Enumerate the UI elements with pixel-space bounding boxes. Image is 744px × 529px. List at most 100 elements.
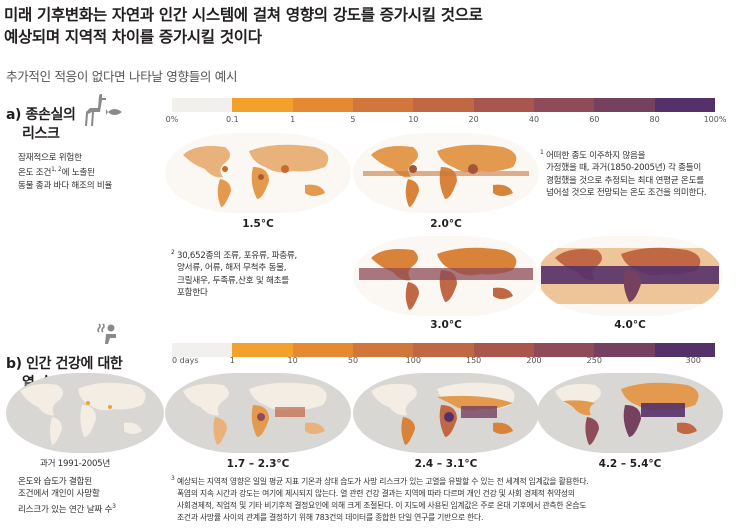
map-label: 1.5°C — [242, 218, 274, 230]
colorbar-a-segment — [654, 98, 715, 112]
footnote-line: 폭염의 지속 시간과 강도는 여기에 제시되지 않는다. 열 관련 건강 결과는… — [177, 489, 575, 498]
map-label: 1.7 – 2.3°C — [226, 458, 290, 470]
colorbar-a-segment — [292, 98, 353, 112]
colorbar-a-segment — [594, 98, 655, 112]
map-heat-2-4-3-1c — [353, 373, 539, 453]
colorbar-tick: 0% — [165, 115, 179, 124]
colorbar-tick: 150 — [465, 356, 482, 365]
footnote-ref: 1, 2 — [51, 166, 62, 174]
map-heat-1-7-2-3c — [165, 373, 351, 453]
map-heat-4-2-5-4c — [537, 373, 723, 453]
page-title: 미래 기후변화는 자연과 인간 시스템에 걸쳐 영향의 강도를 증가시킬 것으로… — [4, 4, 483, 48]
colorbar-b-segment — [292, 343, 353, 357]
footnote-3: 3 예상되는 지역적 영향은 일일 평균 지표 기온과 상대 습도가 사망 리스… — [171, 475, 738, 524]
colorbar-tick: 20 — [468, 115, 479, 124]
colorbar-a-segment — [172, 98, 233, 112]
footnote-2: 2 30,652종의 조류, 포유류, 파충류, 양서류, 어류, 해저 무척추… — [171, 249, 348, 300]
colorbar-b-segment — [413, 343, 474, 357]
footnote-line: 크릴새우, 두족류,산호 및 해초를 — [177, 275, 289, 286]
past-period-label: 과거 1991-2005년 — [40, 459, 111, 469]
giraffe-icon — [84, 92, 124, 128]
colorbar-b-segment — [594, 343, 655, 357]
colorbar-tick: 200 — [526, 356, 542, 365]
colorbar-tick: 250 — [586, 356, 602, 365]
section-a-description: 잠재적으로 위험한 온도 조건1, 2에 노출된 동물 종과 바다 해조의 비율 — [18, 152, 178, 192]
colorbar-tick: 5 — [350, 115, 356, 124]
footnote-line: 양서류, 어류, 해저 무척추 동물, — [177, 263, 287, 274]
colorbar-b-segment — [232, 343, 293, 357]
map-graphic — [353, 133, 539, 213]
colorbar-tick: 60 — [589, 115, 600, 124]
section-b-desc-line-1: 온도와 습도가 결합된 — [18, 477, 92, 487]
section-a-desc-line-1: 잠재적으로 위험한 — [18, 153, 82, 163]
colorbar-b-ticks: 0 days 1 10 50 100 150 200 250 300 — [172, 356, 715, 368]
desc-text: 에 노출된 — [61, 168, 95, 179]
map-graphic — [537, 236, 723, 316]
title-line-1: 미래 기후변화는 자연과 인간 시스템에 걸쳐 영향의 강도를 증가시킬 것으로 — [4, 6, 483, 24]
colorbar-a-ticks: 0% 0.1 1 5 10 20 40 60 80 100% — [166, 115, 727, 127]
footnote-line: 넘어설 것으로 전망되는 온도 조건을 의미한다. — [546, 188, 707, 199]
colorbar-a — [172, 98, 715, 112]
title-line-2: 예상되며 지역적 차이를 증가시킬 것이다 — [4, 28, 262, 46]
map-graphic — [165, 373, 351, 453]
map-label: 4.0°C — [614, 319, 646, 331]
colorbar-a-segment — [473, 98, 534, 112]
map-species-4-0c — [537, 236, 723, 316]
footnote-ref: 3 — [112, 502, 116, 510]
footnote-2-marker: 2 — [171, 249, 175, 256]
colorbar-b-segment — [533, 343, 595, 357]
colorbar-b-segment — [654, 343, 715, 357]
section-a-label-1: a) 종손실의 — [6, 107, 76, 123]
footnote-line: 포함한다 — [177, 288, 208, 299]
map-heat-past — [6, 373, 164, 453]
colorbar-tick: 10 — [408, 115, 419, 124]
section-b-label-1: b) 인간 건강에 대한 — [6, 356, 123, 372]
colorbar-tick: 100 — [405, 356, 421, 365]
map-graphic — [353, 373, 539, 453]
footnote-line: 어떠한 종도 이주하지 않음을 — [546, 151, 646, 161]
section-a-label-2: 리스크 — [22, 126, 60, 142]
section-a-heading: a) 종손실의 리스크 — [6, 106, 76, 144]
map-label: 4.2 – 5.4°C — [598, 458, 662, 470]
colorbar-b-segment — [172, 343, 233, 357]
footnote-1: 1 어떠한 종도 이주하지 않음을 가정했을 때, 과거(1850-2005년)… — [540, 149, 741, 200]
map-graphic — [537, 373, 723, 453]
map-label: 2.0°C — [430, 218, 462, 230]
footnote-line: 가정했을 때, 과거(1850-2005년) 각 종들이 — [546, 163, 702, 174]
colorbar-b-segment — [473, 343, 534, 357]
page-subtitle: 추가적인 적응이 없다면 나타날 영향들의 예시 — [6, 69, 238, 84]
footnote-line: 예상되는 지역적 영향은 일일 평균 지표 기온과 상대 습도가 사망 리스크가… — [177, 477, 589, 486]
section-a-desc-line-2: 온도 조건1, 2에 노출된 — [18, 164, 178, 179]
section-b-desc-line-3: 리스크가 있는 연간 날짜 수3 — [18, 501, 168, 516]
colorbar-tick: 0 days — [172, 356, 199, 365]
desc-text: 리스크가 있는 연간 날짜 수 — [18, 504, 113, 515]
desc-text: 온도 조건 — [18, 168, 52, 179]
section-b-description: 온도와 습도가 결합된 조건에서 개인이 사망할 리스크가 있는 연간 날짜 수… — [18, 476, 168, 516]
footnote-3-marker: 3 — [171, 475, 175, 482]
colorbar-a-segment — [533, 98, 595, 112]
colorbar-tick: 50 — [347, 356, 359, 365]
footnote-line: 조건과 사망률 사이의 관계를 결정하기 위해 783건의 데이터를 종합한 단… — [177, 513, 484, 522]
footnote-1-marker: 1 — [540, 149, 544, 156]
colorbar-b — [172, 343, 715, 357]
map-graphic — [165, 133, 351, 213]
colorbar-tick: 0.1 — [225, 115, 239, 124]
map-graphic — [6, 373, 164, 453]
colorbar-b-segment — [352, 343, 414, 357]
map-label: 3.0°C — [430, 319, 462, 331]
colorbar-a-segment — [352, 98, 414, 112]
heat-person-icon — [96, 322, 118, 346]
map-graphic — [353, 236, 539, 316]
map-label: 2.4 – 3.1°C — [414, 458, 478, 470]
footnote-line: 경험했을 것으로 추정되는 최대 연평균 온도를 — [546, 175, 704, 186]
colorbar-tick: 10 — [287, 356, 298, 365]
colorbar-tick: 80 — [649, 115, 660, 124]
colorbar-tick: 1 — [290, 115, 296, 124]
footnote-line: 사회경제적, 직업적 및 기타 비기후적 결정요인에 의해 크게 조절된다. 이… — [177, 501, 587, 510]
colorbar-tick: 100% — [703, 115, 727, 124]
section-b-desc-line-2: 조건에서 개인이 사망할 — [18, 489, 100, 500]
colorbar-a-segment — [413, 98, 474, 112]
map-species-3-0c — [353, 236, 539, 316]
colorbar-a-segment — [232, 98, 293, 112]
section-a-desc-line-3: 동물 종과 바다 해조의 비율 — [18, 180, 113, 191]
